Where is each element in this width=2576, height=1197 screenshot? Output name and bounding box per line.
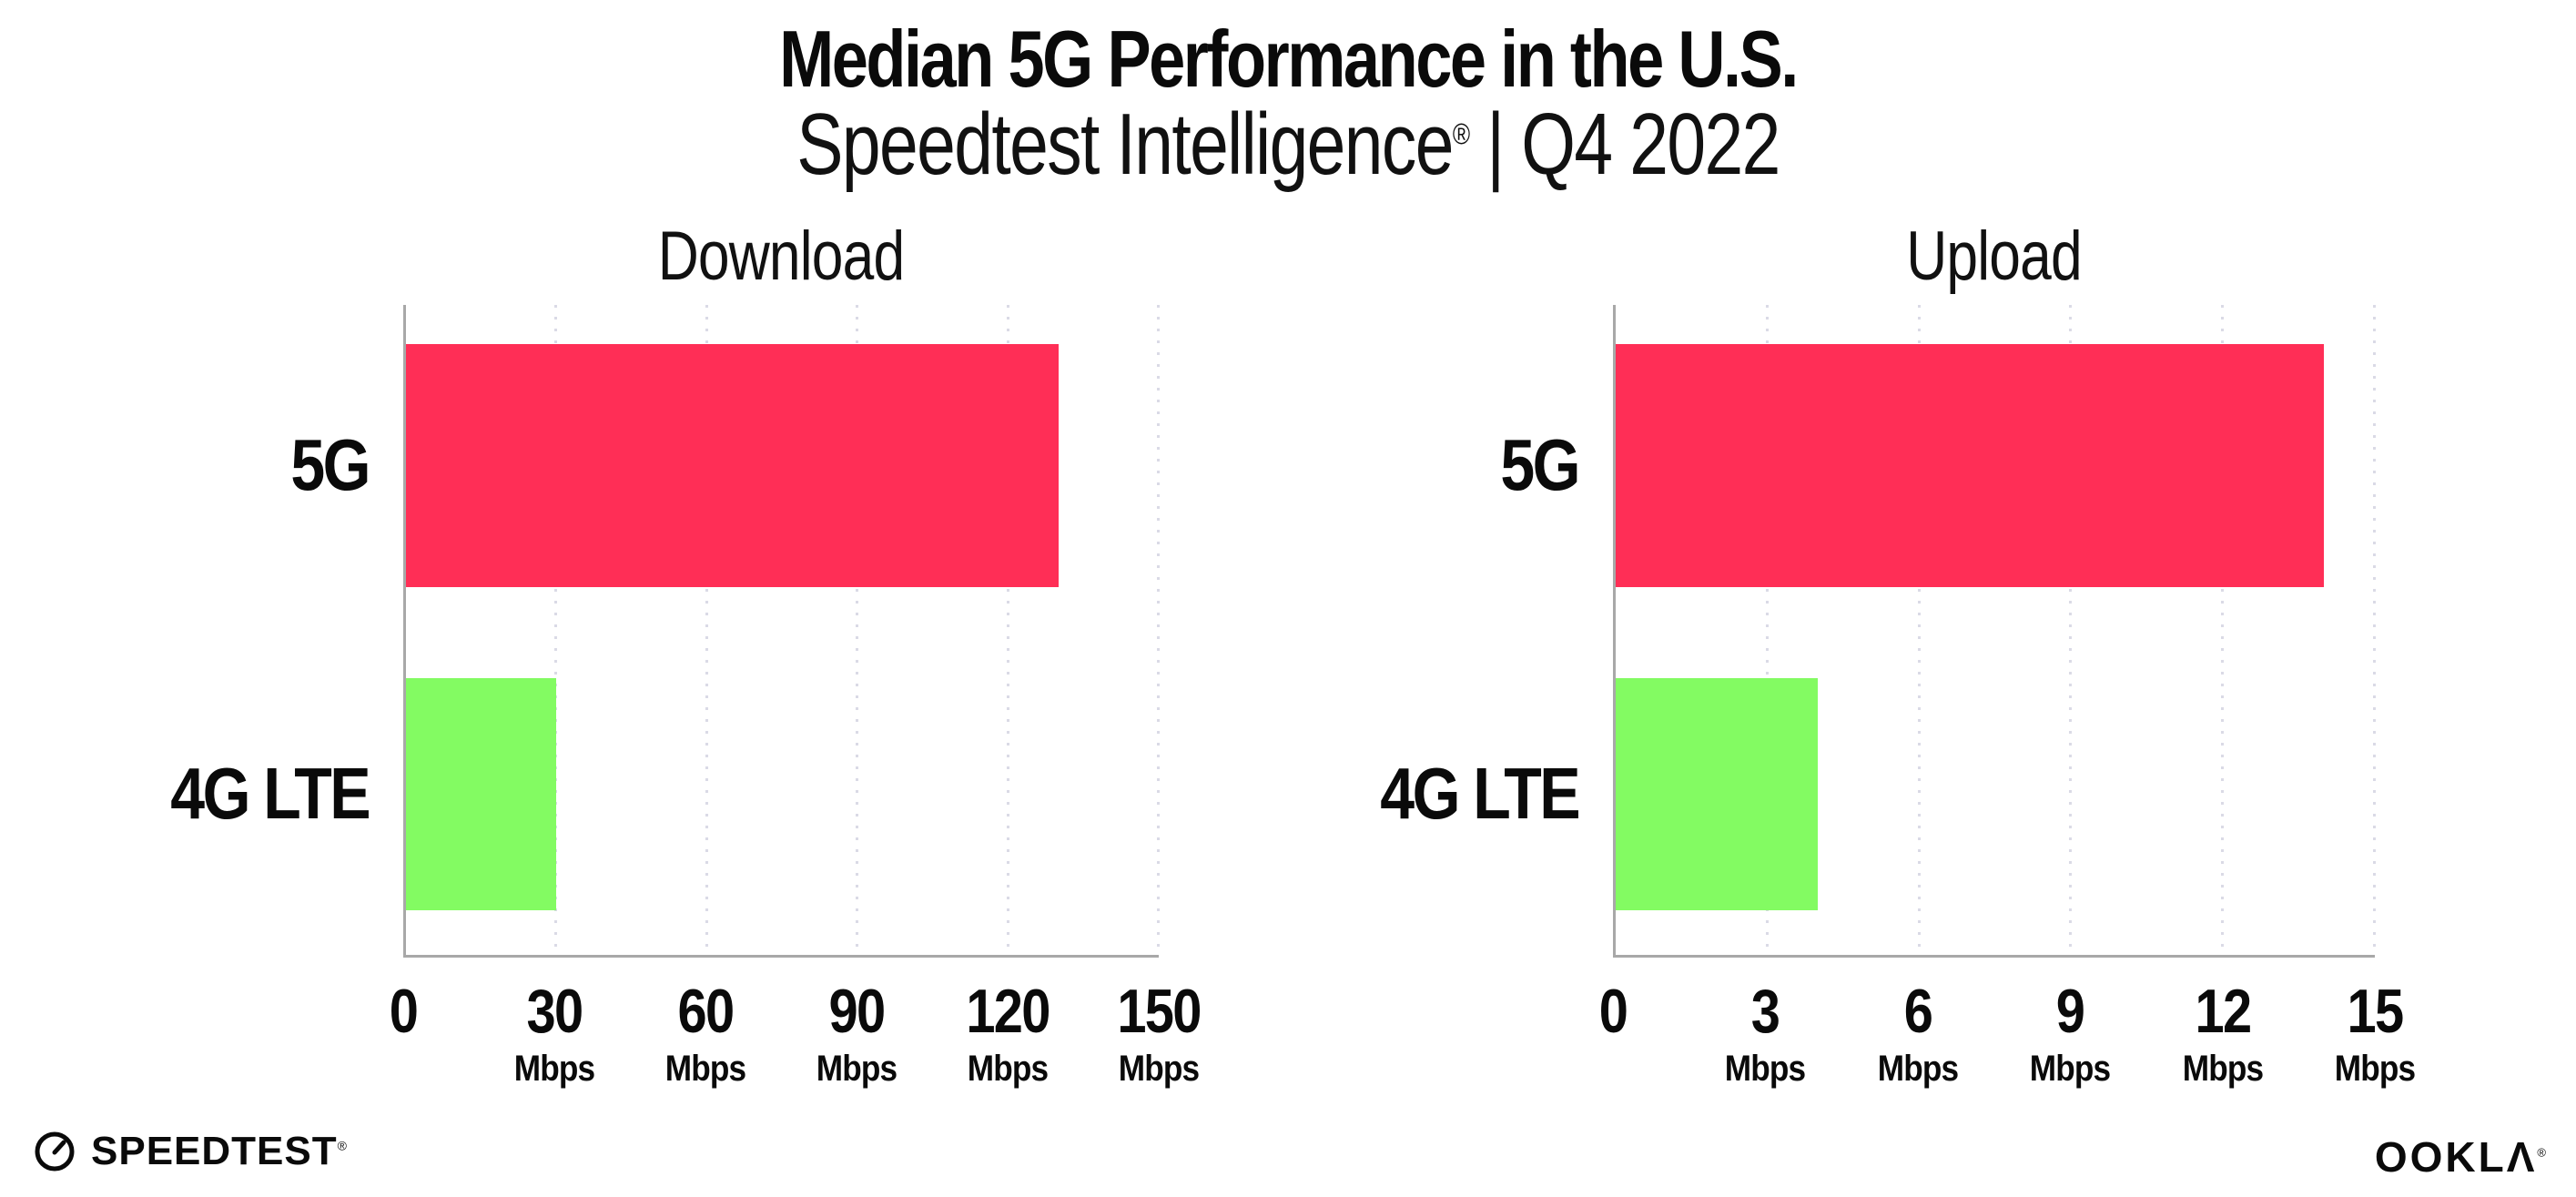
tick-label: 120: [966, 977, 1050, 1046]
upload-category-4g-lte: 4G LTE: [1380, 753, 1580, 834]
ookla-wordmark: OOKLΛ: [2374, 1133, 2538, 1181]
gauge-icon: [33, 1130, 76, 1173]
registered-mark: ®: [2537, 1145, 2549, 1160]
tick-unit: Mbps: [2182, 1049, 2263, 1089]
download-plot-area: [403, 305, 1160, 958]
tick-label: 15: [2347, 977, 2405, 1046]
tick-unit: Mbps: [664, 1049, 746, 1089]
tick-label: 0: [389, 977, 419, 1046]
subtitle-period: | Q4 2022: [1468, 96, 1780, 193]
x-tick: 12 Mbps: [2176, 976, 2267, 1090]
x-tick: 6 Mbps: [1872, 976, 1963, 1090]
tick-label: 12: [2195, 977, 2252, 1046]
x-tick: 30 Mbps: [509, 976, 600, 1090]
gridline-12: [2221, 305, 2225, 955]
tick-unit: Mbps: [1877, 1049, 1959, 1089]
gridline-150: [1157, 305, 1160, 955]
gridline-9: [2069, 305, 2073, 955]
tick-unit: Mbps: [967, 1049, 1049, 1089]
gridline-90: [856, 305, 859, 955]
speedtest-label: SPEEDTEST: [91, 1129, 338, 1173]
bar-4g-lte-download: [406, 678, 557, 910]
bar-4g-lte-upload: [1616, 678, 1819, 910]
upload-x-axis: 0 3 Mbps 6 Mbps 9 Mbps 12 Mbps 15 Mbps: [1599, 976, 2416, 1094]
page-title: Median 5G Performance in the U.S.: [779, 14, 1799, 104]
x-tick: 90 Mbps: [811, 976, 902, 1090]
bar-5g-download: [406, 344, 1059, 587]
tick-unit: Mbps: [816, 1049, 898, 1089]
x-tick: 150 Mbps: [1110, 976, 1207, 1090]
tick-label: 30: [526, 977, 584, 1046]
gridline-3: [1765, 305, 1769, 955]
x-tick: 60 Mbps: [660, 976, 751, 1090]
tick-unit: Mbps: [513, 1049, 595, 1089]
registered-mark: ®: [1452, 117, 1470, 150]
tick-unit: Mbps: [2029, 1049, 2111, 1089]
page-subtitle: Speedtest Intelligence® | Q4 2022: [258, 95, 2318, 195]
x-tick: 15 Mbps: [2329, 976, 2420, 1090]
gridline-30: [554, 305, 558, 955]
ookla-logo: OOKLΛ®: [2375, 1132, 2549, 1182]
upload-chart-title: Upload: [1906, 218, 2082, 295]
tick-label: 60: [677, 977, 735, 1046]
tick-label: 90: [828, 977, 887, 1046]
tick-unit: Mbps: [1725, 1049, 1806, 1089]
speedtest-wordmark: SPEEDTEST®: [91, 1129, 348, 1174]
tick-label: 3: [1751, 977, 1780, 1046]
x-tick: 0: [387, 976, 420, 1049]
tick-unit: Mbps: [1118, 1049, 1200, 1089]
upload-category-5g: 5G: [1500, 424, 1580, 505]
tick-unit: Mbps: [2334, 1049, 2416, 1089]
tick-label: 150: [1117, 977, 1202, 1046]
download-x-axis: 0 30 Mbps 60 Mbps 90 Mbps 120 Mbps 150 M…: [390, 976, 1202, 1094]
download-chart-title: Download: [657, 218, 905, 295]
x-tick: 120 Mbps: [958, 976, 1056, 1090]
download-category-5g: 5G: [290, 424, 370, 505]
x-tick: 9 Mbps: [2024, 976, 2115, 1090]
upload-plot-area: [1613, 305, 2376, 958]
tick-label: 9: [2055, 977, 2085, 1046]
bar-5g-upload: [1616, 344, 2325, 587]
gridline-60: [705, 305, 708, 955]
tick-label: 0: [1598, 977, 1628, 1046]
x-tick: 0: [1597, 976, 1629, 1049]
x-tick: 3 Mbps: [1719, 976, 1810, 1090]
subtitle-brand: Speedtest Intelligence: [796, 96, 1454, 193]
gridline-15: [2373, 305, 2376, 955]
speedtest-logo: SPEEDTEST®: [33, 1129, 348, 1174]
registered-mark: ®: [337, 1138, 348, 1153]
gridline-6: [1917, 305, 1921, 955]
download-category-4g-lte: 4G LTE: [170, 753, 370, 834]
gridline-120: [1006, 305, 1009, 955]
tick-label: 6: [1903, 977, 1933, 1046]
